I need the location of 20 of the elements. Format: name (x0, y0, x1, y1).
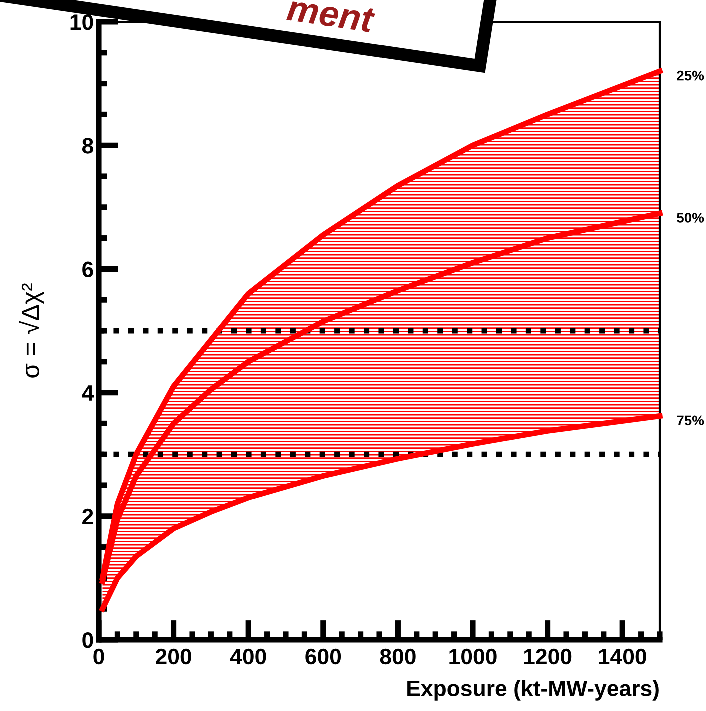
x-tick-label: 0 (94, 648, 104, 665)
x-tick-label: 1400 (599, 648, 646, 665)
series-label: 75% (677, 416, 704, 426)
y-tick-label: 2 (82, 508, 94, 524)
x-axis-title: Exposure (kt-MW-years) (408, 680, 659, 701)
y-tick-label: 4 (82, 386, 94, 401)
annotation: ment (286, 0, 376, 34)
series-label: 50% (677, 213, 704, 223)
x-tick-label: 1200 (524, 648, 572, 665)
y-tick-label: 0 (82, 632, 94, 648)
series-label: 25% (677, 70, 704, 81)
x-tick-label: 600 (306, 648, 342, 665)
x-tick-label: 200 (156, 648, 192, 665)
x-tick-label: 800 (380, 648, 416, 665)
y-tick-label: 6 (82, 262, 94, 278)
x-tick-label: 1000 (450, 648, 497, 665)
y-tick-label: 10 (70, 14, 94, 30)
y-axis-title: σ = √Δχ² (19, 284, 44, 378)
y-tick-label: 8 (82, 138, 94, 154)
x-tick-label: 400 (230, 648, 266, 665)
